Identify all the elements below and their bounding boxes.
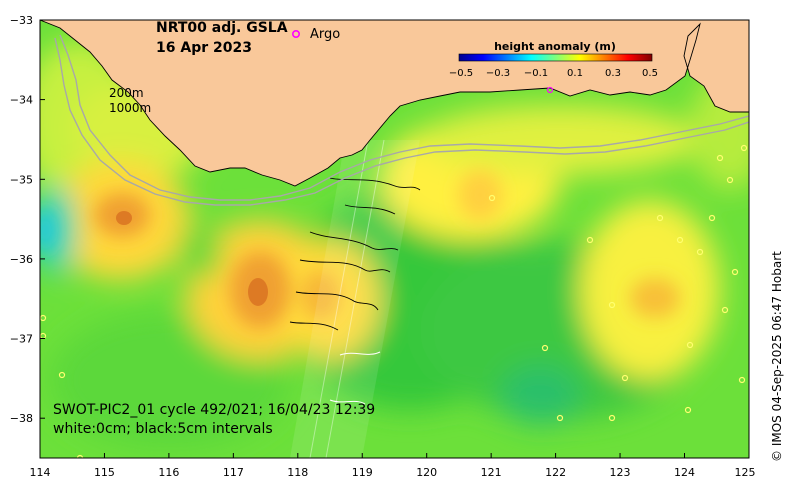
x-tick-label: 124: [674, 466, 695, 479]
y-tick-label: −33: [10, 14, 33, 27]
y-tick-label: −37: [10, 333, 33, 346]
y-tick-label: −38: [10, 412, 33, 425]
colorbar-tick: −0.5: [449, 68, 473, 79]
colorbar-title: height anomaly (m): [494, 40, 616, 53]
plot-frame: [39, 19, 750, 459]
x-tick-label: 119: [352, 466, 373, 479]
colorbar-tick: 0.5: [642, 68, 658, 79]
map-title: NRT00 adj. GSLA: [156, 20, 288, 36]
x-tick-label: 123: [610, 466, 631, 479]
x-tick-label: 121: [481, 466, 502, 479]
x-axis: [39, 453, 750, 458]
swath-zero-contours: [329, 351, 381, 405]
swath-info-line1: SWOT-PIC2_01 cycle 492/021; 16/04/23 12:…: [53, 402, 375, 418]
swath-contours: [289, 177, 421, 331]
colorbar-tick: 0.1: [567, 68, 583, 79]
argo-legend-marker: [291, 29, 300, 38]
australia-land: [40, 20, 749, 187]
x-tick-label: 120: [416, 466, 437, 479]
colorbar: [458, 53, 653, 62]
isobath-lines: [54, 34, 749, 206]
y-tick-label: −35: [10, 173, 33, 186]
colorbar-tick: 0.3: [605, 68, 621, 79]
x-tick-label: 122: [545, 466, 566, 479]
y-axis: [40, 19, 45, 419]
map-field: [40, 20, 749, 458]
x-tick-label: 117: [223, 466, 244, 479]
isobath-label-200: 200m: [109, 86, 144, 100]
x-tick-label: 116: [158, 466, 179, 479]
imos-credit: © IMOS 04-Sep-2025 06:47 Hobart: [770, 251, 784, 462]
swath-info-line2: white:0cm; black:5cm intervals: [53, 421, 273, 437]
colorbar-tick: −0.1: [524, 68, 548, 79]
x-tick-label: 114: [30, 466, 51, 479]
x-tick-label: 118: [287, 466, 308, 479]
argo-floats: [40, 86, 748, 458]
y-tick-label: −36: [10, 253, 33, 266]
x-tick-label: 125: [735, 466, 756, 479]
x-tick-label: 115: [94, 466, 115, 479]
argo-legend-label: Argo: [310, 27, 340, 42]
colorbar-tick: −0.3: [486, 68, 510, 79]
map-date: 16 Apr 2023: [156, 40, 252, 56]
isobath-label-1000: 1000m: [109, 101, 151, 115]
y-tick-label: −34: [10, 94, 33, 107]
swot-swath: [290, 140, 420, 458]
anomaly-cores: [40, 170, 680, 328]
anomaly-field: [40, 40, 749, 450]
